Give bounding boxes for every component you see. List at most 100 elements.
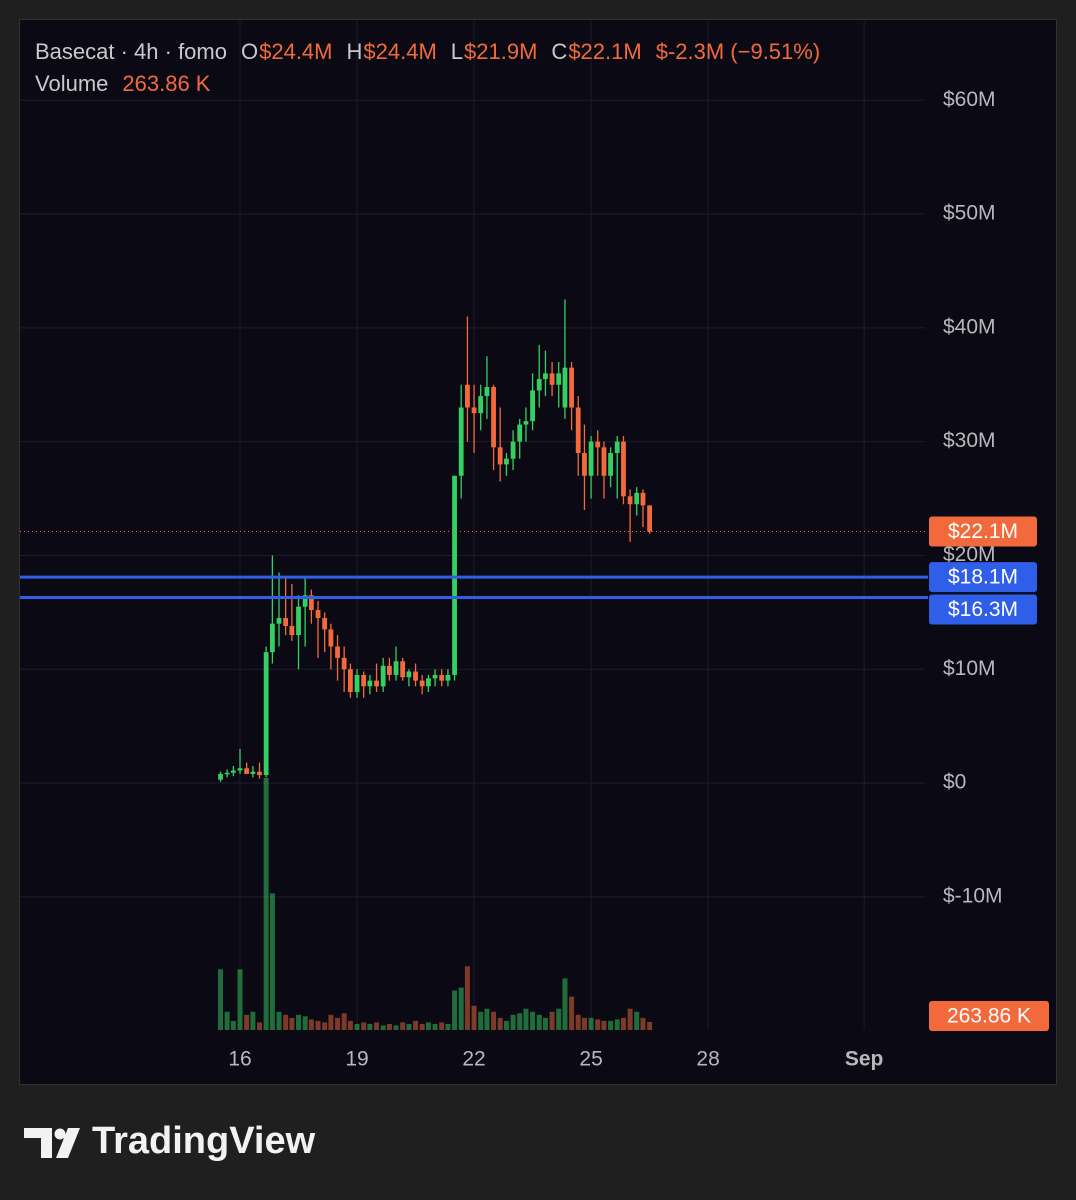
- volume-bar: [620, 1017, 626, 1030]
- volume-bar: [556, 1008, 562, 1030]
- candle-body: [302, 595, 308, 607]
- volume-bar: [302, 1016, 308, 1030]
- grid: [20, 21, 925, 1030]
- legend-text: Volume: [35, 71, 108, 96]
- volume-bar: [588, 1017, 594, 1030]
- volume-bar: [608, 1020, 614, 1030]
- y-tick-label: $30M: [943, 429, 996, 452]
- candle-body: [257, 771, 262, 776]
- candle-body: [308, 595, 314, 611]
- volume-bar: [601, 1020, 607, 1030]
- candle-body: [406, 671, 412, 678]
- volume-bar: [595, 1019, 601, 1030]
- legend-text: C: [551, 39, 567, 64]
- volume-bar: [627, 1008, 633, 1030]
- candle-body: [237, 768, 243, 771]
- candle-body: [289, 626, 295, 636]
- volume-bar: [497, 1017, 503, 1030]
- tradingview-logo: [24, 1128, 80, 1158]
- volume-bar: [439, 1022, 445, 1030]
- candle-body: [471, 407, 477, 414]
- volume-bar: [413, 1020, 419, 1030]
- candle-body: [445, 674, 451, 681]
- volume-bar: [640, 1017, 646, 1030]
- volume-bar: [510, 1014, 516, 1030]
- volume-bar: [237, 969, 243, 1030]
- candle-body: [595, 441, 601, 448]
- volume-bar: [289, 1017, 295, 1030]
- candle-body: [640, 492, 646, 506]
- legend-text: Basecat · 4h · fomo: [35, 39, 227, 64]
- hline-label-box: [929, 562, 1037, 593]
- candle-body: [393, 661, 399, 675]
- volume-bar: [263, 778, 269, 1030]
- candle-body: [322, 618, 328, 630]
- volume-bar: [257, 1022, 263, 1030]
- volume-bar: [283, 1014, 289, 1030]
- candle-body: [269, 623, 275, 653]
- volume-bar: [503, 1020, 509, 1030]
- y-tick-label: $-10M: [943, 884, 1003, 907]
- legend-text: H: [347, 39, 363, 64]
- candle-body: [634, 492, 640, 505]
- volume-bar: [536, 1014, 542, 1030]
- volume-label-box: [929, 1001, 1049, 1031]
- volume-bar: [393, 1025, 399, 1030]
- volume-bar: [523, 1008, 529, 1030]
- volume-bar: [491, 1011, 497, 1030]
- candle-body: [647, 505, 652, 532]
- y-tick-label: $50M: [943, 202, 996, 225]
- candle-body: [497, 447, 503, 465]
- volume-bar: [452, 990, 458, 1030]
- volume-bar: [478, 1011, 484, 1030]
- legend-text: O: [241, 39, 258, 64]
- y-tick-label: $20M: [943, 543, 996, 566]
- legend-text: 263.86 K: [122, 71, 210, 96]
- y-tick-label: $40M: [943, 315, 996, 338]
- volume-bar: [400, 1022, 406, 1030]
- candle-body: [491, 387, 496, 448]
- candle-body: [367, 680, 373, 687]
- candle-body: [354, 674, 360, 693]
- volume-bar: [354, 1023, 360, 1030]
- volume-bar: [315, 1020, 321, 1030]
- candle-body: [276, 618, 282, 624]
- volume-bar: [380, 1025, 386, 1030]
- candle-body: [341, 657, 347, 670]
- candle-body: [380, 665, 386, 687]
- hline-label: $16.3M: [948, 598, 1018, 621]
- candle-body: [400, 661, 406, 678]
- candle-body: [536, 379, 542, 391]
- volume-bar: [542, 1017, 548, 1030]
- candle-body: [439, 674, 445, 681]
- x-tick-label: 19: [345, 1048, 368, 1071]
- volume-bar: [425, 1022, 431, 1030]
- candle-body: [549, 373, 555, 385]
- candle-body: [426, 678, 431, 687]
- legend-text: $24.4M: [363, 39, 436, 64]
- candle-body: [218, 773, 223, 780]
- volume-bar: [269, 893, 275, 1030]
- candle-body: [478, 396, 484, 414]
- y-tick-label: $60M: [943, 88, 996, 111]
- y-tick-label: $10M: [943, 657, 996, 680]
- candle-body: [614, 441, 620, 454]
- volume-bar: [549, 1011, 555, 1030]
- candle-body: [244, 768, 250, 774]
- candle-body: [374, 680, 379, 687]
- candle-body: [569, 367, 574, 408]
- candle-body: [510, 441, 516, 459]
- candle-body: [458, 407, 464, 476]
- volume-bar: [308, 1019, 314, 1030]
- hline-label: $18.1M: [948, 566, 1018, 589]
- candle-body: [263, 652, 269, 776]
- volume-bar: [328, 1014, 334, 1030]
- volume-label: 263.86 K: [947, 1005, 1031, 1028]
- candle-body: [484, 387, 490, 397]
- candle-body: [523, 421, 529, 425]
- volume-bar: [347, 1020, 353, 1030]
- candle-body: [250, 771, 256, 774]
- volume-bar: [406, 1023, 412, 1030]
- volume-bar: [634, 1011, 640, 1030]
- candle-body: [465, 384, 470, 408]
